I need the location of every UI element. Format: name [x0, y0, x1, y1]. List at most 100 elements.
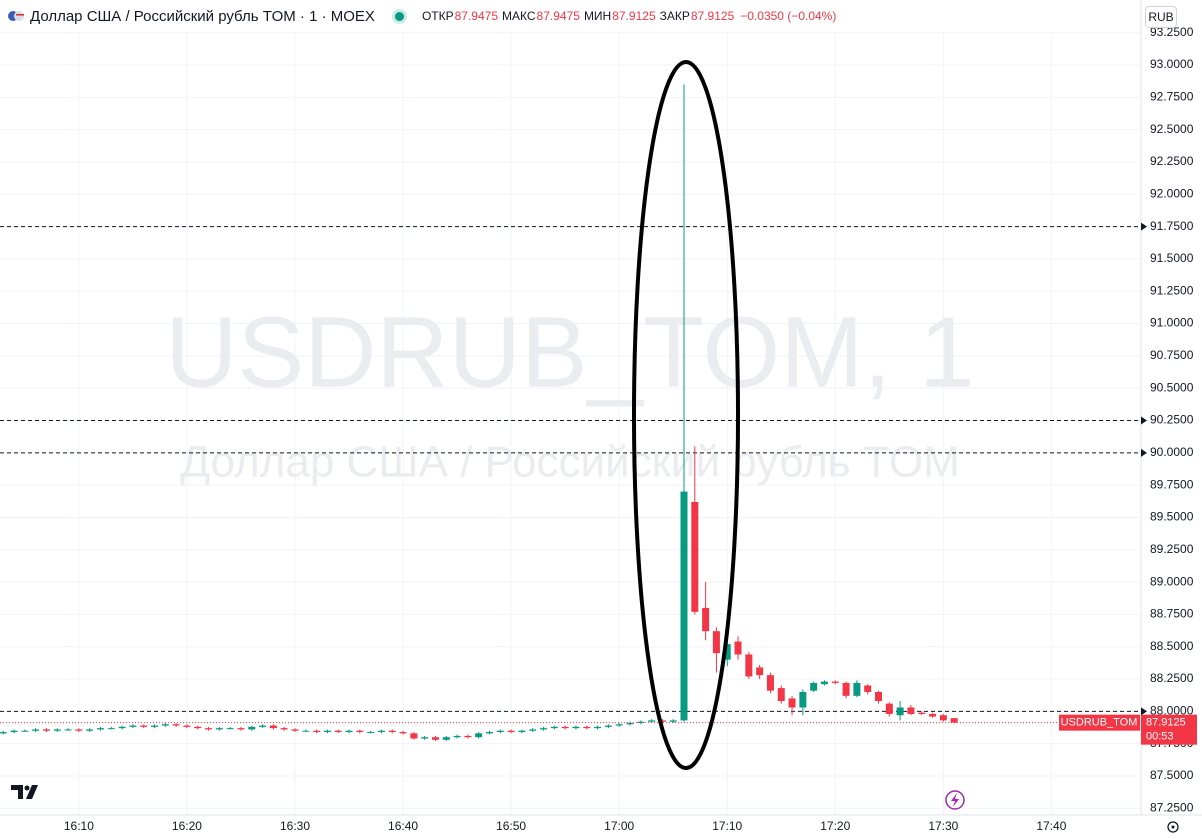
y-tick-label: 88.2500 [1150, 671, 1194, 685]
candle-body [356, 730, 364, 733]
candle-body [572, 726, 580, 729]
candle-body [313, 730, 321, 733]
candle-body [107, 728, 115, 730]
candle-body [248, 726, 256, 730]
ohlc-label: МИН [583, 9, 612, 23]
candle-body [453, 735, 461, 738]
x-tick-label: 16:10 [64, 819, 94, 833]
candle-body [583, 726, 591, 729]
y-tick-label: 89.2500 [1150, 542, 1194, 556]
x-tick-label: 16:50 [496, 819, 526, 833]
candle-body [950, 718, 958, 723]
price-tag-bg [1141, 714, 1197, 745]
candle-body [345, 730, 353, 733]
candle-body [777, 688, 785, 702]
candle-body [399, 732, 407, 734]
candle-body [594, 726, 602, 729]
symbol-tag: USDRUB_TOM [1061, 717, 1138, 729]
candle-body [875, 691, 883, 702]
y-tick-label: 92.2500 [1150, 154, 1194, 168]
candle-body [42, 729, 50, 731]
y-tick-label: 88.5000 [1150, 639, 1194, 653]
candle-body [215, 728, 223, 730]
candle-body [280, 728, 288, 730]
candle-body [734, 641, 742, 655]
candle-body [442, 737, 450, 740]
candle-body [831, 681, 839, 683]
candle-body [259, 725, 267, 727]
candle-body [237, 728, 245, 730]
y-tick-label: 89.0000 [1150, 574, 1194, 588]
candle-body [820, 681, 828, 685]
market-status[interactable] [394, 11, 404, 21]
candle-body [648, 720, 656, 722]
settings-icon[interactable] [1167, 821, 1179, 833]
candle-body [864, 685, 872, 692]
y-tick-label: 87.5000 [1150, 768, 1194, 782]
candle-body [561, 726, 569, 729]
candle-body [172, 724, 180, 726]
y-tick-label: 93.2500 [1150, 25, 1194, 39]
candle-body [388, 730, 396, 733]
candle-body [896, 707, 904, 716]
y-tick-label: 92.5000 [1150, 122, 1194, 136]
ohlc-value: 87.9475 [536, 9, 580, 23]
y-tick-label: 92.0000 [1150, 186, 1194, 200]
candle-body [485, 732, 493, 734]
ohlc-value: 87.9125 [612, 9, 656, 23]
x-tick-label: 16:30 [280, 819, 310, 833]
candle-body [691, 501, 699, 612]
y-tick-label: 90.5000 [1150, 380, 1194, 394]
candle-body [334, 730, 342, 733]
marks [0, 84, 1147, 742]
lightning-icon[interactable] [945, 790, 965, 810]
candle-body [810, 682, 818, 691]
candle-body [151, 725, 159, 727]
x-tick-label: 17:20 [820, 819, 850, 833]
candle-body [96, 728, 104, 730]
candle-body [377, 730, 385, 733]
candle-body [712, 631, 720, 654]
watermark-name: Доллар США / Российский рубль TOM [180, 438, 960, 487]
candle-body [32, 729, 40, 731]
ohlc-label: ОТКР [421, 9, 454, 23]
header: Доллар США / Российский рубль TOM · 1 · … [0, 0, 1140, 32]
candle-body [140, 725, 148, 727]
x-tick-label: 16:20 [172, 819, 202, 833]
candle-body [907, 707, 915, 714]
watermark-symbol: USDRUB_TOM, 1 [165, 296, 974, 408]
flag-icon [8, 11, 24, 21]
candle-body [518, 730, 526, 733]
candle-body [291, 729, 299, 731]
candle-body [788, 698, 796, 708]
x-tick-label: 17:00 [604, 819, 634, 833]
candle-body [799, 691, 807, 708]
candle-body [496, 730, 504, 733]
candle-body [183, 725, 191, 727]
symbol-title[interactable]: Доллар США / Российский рубль TOM · 1 · … [30, 7, 375, 25]
candle-body [205, 728, 213, 730]
candle-body [53, 729, 61, 731]
candle-body [918, 712, 926, 714]
annotation-ellipse [632, 60, 740, 770]
alert-marker [1141, 416, 1147, 425]
candle-body [129, 725, 137, 727]
currency-button[interactable]: RUB [1145, 6, 1177, 28]
ohlc-value: 87.9125 [690, 9, 735, 23]
y-tick-label: 89.5000 [1150, 510, 1194, 524]
y-tick-label: 89.7500 [1150, 477, 1194, 491]
y-tick-label: 91.7500 [1150, 219, 1194, 233]
y-tick-label: 88.7500 [1150, 607, 1194, 621]
candle-body [302, 730, 310, 732]
ohlc-value: 87.9475 [454, 9, 499, 23]
y-tick-label: 91.0000 [1150, 316, 1194, 330]
y-tick-label: 91.2500 [1150, 283, 1194, 297]
candle-body [756, 667, 764, 676]
candle-body [507, 730, 515, 733]
candle-body [929, 713, 937, 717]
y-tick-label: 88.0000 [1150, 704, 1194, 718]
ohlc-label: МАКС [502, 9, 536, 23]
x-tick-label: 17:40 [1036, 819, 1066, 833]
candle-body [464, 735, 472, 738]
